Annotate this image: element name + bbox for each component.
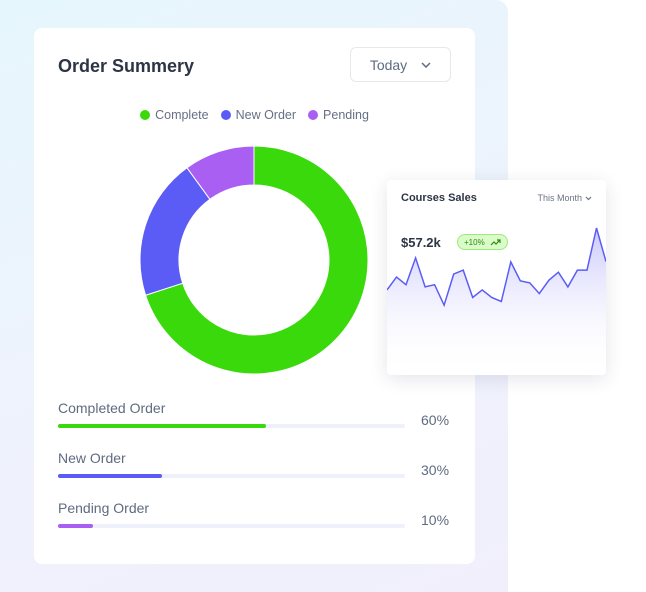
chevron-down-icon (585, 196, 592, 200)
progress-new-order: New Order 30% (58, 450, 450, 478)
period-dropdown[interactable]: Today (350, 47, 451, 82)
legend-dot (308, 110, 319, 120)
period-value: Today (369, 56, 408, 73)
change-value: +10% (464, 237, 485, 247)
progress-percent: 10% (421, 512, 450, 528)
progress-fill (58, 524, 93, 528)
sales-line (387, 227, 606, 308)
sales-area-fill (387, 228, 606, 375)
sales-period-value: This Month (537, 193, 582, 203)
legend-label: Complete (155, 108, 209, 122)
progress-percent: 30% (421, 462, 450, 478)
progress-percent: 60% (421, 412, 450, 428)
progress-label: Pending Order (58, 500, 150, 516)
sales-area-chart (387, 227, 606, 375)
progress-fill (58, 474, 163, 478)
progress-completed-order: Completed Order 60% (58, 400, 450, 428)
legend-label: Pending (323, 108, 369, 122)
progress-pending-order: Pending Order 10% (58, 500, 450, 528)
legend-item-new-order: New Order (220, 108, 297, 122)
progress-fill (58, 424, 267, 428)
progress-track (58, 524, 405, 528)
legend-item-complete: Complete (140, 108, 209, 122)
legend-item-pending: Pending (308, 108, 369, 122)
donut-slice-new-order (139, 167, 211, 296)
card-title: Order Summery (58, 56, 195, 76)
donut-chart (139, 145, 369, 375)
progress-track (58, 474, 405, 478)
chart-legend: Complete New Order Pending (34, 108, 475, 122)
legend-dot (220, 110, 231, 120)
legend-dot (140, 110, 151, 120)
progress-label: Completed Order (58, 400, 166, 416)
sales-period-dropdown[interactable]: This Month (537, 193, 592, 203)
courses-sales-card: Courses Sales This Month $57.2k +10% (387, 180, 606, 375)
chevron-down-icon (421, 61, 431, 68)
legend-label: New Order (235, 108, 297, 122)
sales-value: $57.2k (401, 235, 441, 250)
trending-up-icon (490, 238, 501, 245)
donut-slice-pending (186, 145, 255, 201)
sales-title: Courses Sales (401, 192, 477, 204)
change-badge: +10% (457, 234, 508, 250)
donut-slice-complete (144, 145, 369, 375)
progress-track (58, 424, 405, 428)
progress-label: New Order (58, 450, 126, 466)
